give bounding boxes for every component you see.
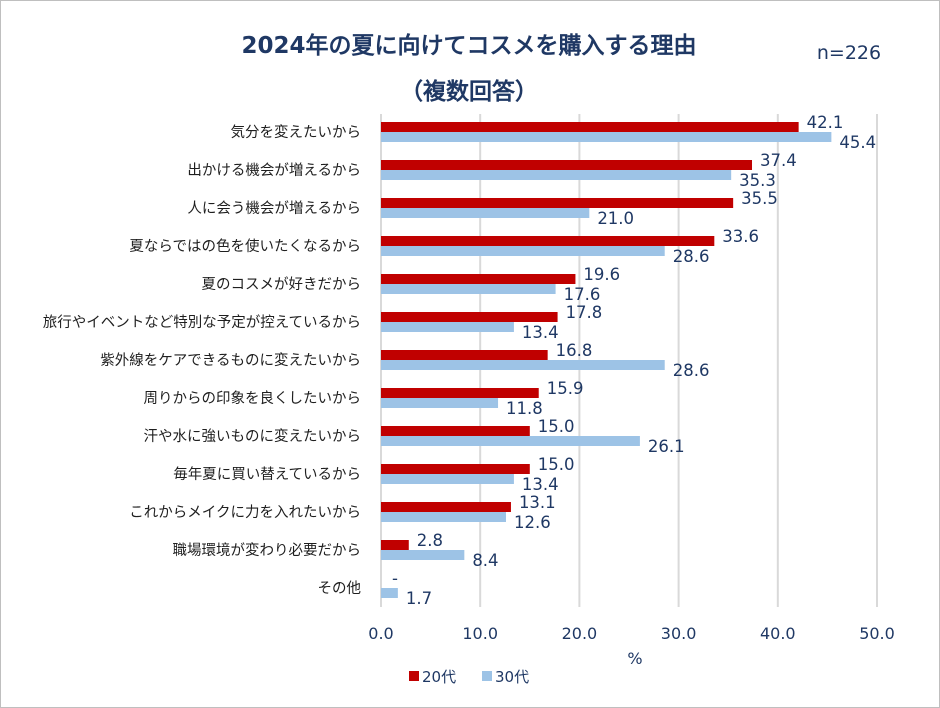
bar-30s: [381, 474, 514, 484]
data-label-20s: 13.1: [519, 493, 556, 512]
legend-swatch-20s: [409, 671, 419, 681]
category-label: 夏のコスメが好きだから: [202, 276, 362, 293]
data-label-20s: 15.0: [538, 417, 575, 436]
category-label: 夏ならではの色を使いたくなるから: [129, 238, 361, 255]
legend-label-20s: 20代: [422, 668, 456, 686]
category-label: 紫外線をケアできるものに変えたいから: [100, 352, 361, 369]
data-label-30s: 12.6: [514, 513, 551, 532]
bar-30s: [381, 170, 732, 180]
x-axis-label: %: [627, 649, 642, 668]
category-label: 職場環境が変わり必要だから: [173, 541, 362, 559]
x-tick-label: 0.0: [368, 624, 393, 643]
bar-20s: [381, 312, 558, 322]
bar-20s: [381, 350, 548, 360]
category-label: 汗や水に強いものに変えたいから: [144, 428, 362, 445]
category-label: 旅行やイベントなど特別な予定が控えているから: [43, 314, 361, 331]
x-tick-label: 40.0: [760, 624, 796, 643]
data-label-20s: 16.8: [556, 341, 593, 360]
bar-30s: [381, 284, 556, 294]
sample-size: n=226: [817, 42, 881, 64]
bar-20s: [381, 502, 511, 512]
x-tick-label: 20.0: [562, 624, 598, 643]
data-label-20s: 19.6: [583, 265, 620, 284]
data-label-30s: 13.4: [522, 475, 559, 494]
bar-30s: [381, 322, 514, 332]
bar-30s: [381, 360, 665, 370]
bar-20s: [381, 122, 799, 132]
data-label-30s: 21.0: [597, 209, 634, 228]
category-label: これからメイクに力を入れたいから: [129, 504, 361, 521]
data-label-30s: 28.6: [673, 247, 710, 266]
data-label-20s: 37.4: [760, 151, 797, 170]
bar-20s: [381, 274, 576, 284]
category-label: 周りからの印象を良くしたいから: [144, 390, 362, 407]
legend-swatch-30s: [482, 671, 492, 681]
category-label: 気分を変えたいから: [231, 124, 362, 141]
category-label: その他: [318, 580, 362, 597]
data-label-20s: 17.8: [566, 303, 603, 322]
chart-title: 2024年の夏に向けてコスメを購入する理由: [241, 32, 696, 59]
bar-20s: [381, 540, 409, 550]
chart-subtitle: （複数回答）: [400, 78, 538, 105]
bar-30s: [381, 588, 398, 598]
x-tick-label: 30.0: [661, 624, 697, 643]
x-tick-label: 50.0: [859, 624, 895, 643]
bar-30s: [381, 208, 590, 218]
data-label-30s: 17.6: [564, 285, 601, 304]
x-tick-label: 10.0: [462, 624, 498, 643]
bar-30s: [381, 436, 640, 446]
data-label-30s: 8.4: [472, 551, 498, 570]
legend-label-30s: 30代: [495, 668, 529, 686]
bar-30s: [381, 550, 465, 560]
legend: 20代 30代: [409, 668, 529, 686]
data-label-20s: 35.5: [741, 189, 778, 208]
data-label-30s: 35.3: [739, 171, 776, 190]
data-label-20s: 42.1: [807, 113, 844, 132]
bar-20s: [381, 426, 530, 436]
data-label-20s: 15.0: [538, 455, 575, 474]
bar-30s: [381, 246, 665, 256]
category-label: 毎年夏に買い替えているから: [173, 466, 361, 483]
bar-30s: [381, 398, 499, 408]
data-label-30s: 45.4: [839, 133, 876, 152]
category-label: 出かける機会が増えるから: [187, 162, 361, 179]
bar-20s: [381, 198, 734, 208]
bar-20s: [381, 236, 715, 246]
bar-30s: [381, 512, 506, 522]
data-label-30s: 1.7: [406, 589, 432, 608]
data-label-30s: 13.4: [522, 323, 559, 342]
category-label: 人に会う機会が増えるから: [187, 200, 361, 217]
data-label-30s: 26.1: [648, 437, 685, 456]
data-label-20s: 15.9: [547, 379, 584, 398]
bar-30s: [381, 132, 832, 142]
data-label-30s: 11.8: [506, 399, 543, 418]
data-label-20s: -: [392, 569, 398, 588]
data-label-30s: 28.6: [673, 361, 710, 380]
data-label-20s: 33.6: [722, 227, 759, 246]
bar-20s: [381, 464, 530, 474]
bar-20s: [381, 160, 753, 170]
bar-20s: [381, 388, 539, 398]
data-label-20s: 2.8: [417, 531, 443, 550]
